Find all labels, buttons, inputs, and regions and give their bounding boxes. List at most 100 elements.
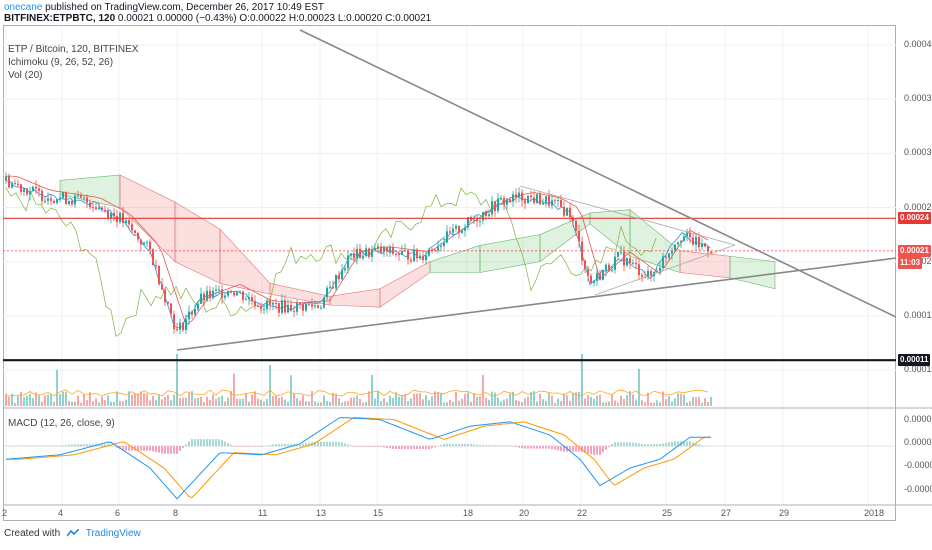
volume-bar — [461, 398, 463, 406]
volume-bar — [212, 394, 214, 406]
volume-bar — [683, 394, 685, 406]
ichimoku-legend[interactable]: Ichimoku (9, 26, 52, 26) — [8, 57, 114, 68]
vol-legend[interactable]: Vol (20) — [8, 70, 43, 81]
candle-body — [533, 197, 535, 203]
wedge-bottom — [594, 244, 736, 296]
volume-bar — [530, 391, 532, 406]
candle-body — [293, 310, 295, 312]
candle-body — [482, 211, 484, 221]
volume-bar — [659, 402, 661, 406]
macd-histogram-bar — [380, 446, 382, 448]
candle-body — [59, 197, 61, 200]
candle-body — [419, 255, 421, 259]
macd-histogram-bar — [164, 446, 166, 454]
candle-body — [494, 201, 496, 211]
macd-histogram-bar — [617, 442, 619, 447]
candle-body — [623, 251, 625, 266]
volume-bar — [458, 400, 460, 406]
author-link[interactable]: onecane — [4, 2, 43, 13]
candle-body — [140, 239, 142, 245]
volume-bar — [86, 399, 88, 406]
candle-body — [575, 220, 577, 231]
candle-body — [263, 309, 265, 311]
volume-bar — [104, 400, 106, 406]
volume-bar — [494, 392, 496, 406]
time-tick: 25 — [662, 508, 673, 518]
candle-body — [593, 280, 595, 283]
candle-body — [440, 245, 442, 247]
volume-bar — [65, 391, 67, 406]
macd-histogram-bar — [224, 441, 226, 447]
volume-bar — [299, 400, 301, 406]
macd-histogram-bar — [464, 443, 466, 447]
candle-body — [608, 264, 610, 271]
volume-bar — [194, 398, 196, 406]
macd-histogram-bar — [347, 444, 349, 447]
candle-body — [257, 306, 259, 308]
macd-legend[interactable]: MACD (12, 26, close, 9) — [8, 418, 115, 429]
volume-bar — [383, 398, 385, 406]
candle-body — [707, 246, 709, 252]
volume-bar — [440, 393, 442, 406]
candle-body — [521, 192, 523, 201]
chart-frame[interactable] — [3, 25, 896, 521]
macd-histogram-bar — [353, 446, 355, 447]
macd-histogram-bar — [260, 446, 262, 447]
candle-body — [86, 197, 88, 203]
volume-bar — [41, 401, 43, 406]
candle-body — [227, 291, 229, 296]
candle-body — [662, 256, 664, 268]
volume-bar — [38, 395, 40, 406]
macd-histogram-bar — [629, 442, 631, 447]
candle-body — [128, 220, 130, 225]
macd-histogram-bar — [194, 439, 196, 447]
candle-body — [665, 256, 667, 258]
candle-body — [242, 291, 244, 300]
volume-bar — [293, 393, 295, 406]
volume-bar — [704, 398, 706, 406]
chart-title-legend[interactable]: ETP / Bitcoin, 120, BITFINEX — [8, 44, 139, 55]
macd-histogram-bar — [434, 446, 436, 448]
volume-bar — [356, 395, 358, 406]
volume-bar — [74, 401, 76, 406]
candle-body — [611, 269, 613, 271]
time-tick: 18 — [463, 508, 474, 518]
candle-body — [74, 195, 76, 205]
candle-body — [377, 246, 379, 249]
volume-bar — [302, 395, 304, 406]
macd-histogram-bar — [599, 446, 601, 455]
macd-histogram-bar — [317, 441, 319, 447]
macd-histogram-bar — [662, 443, 664, 447]
candle-body — [251, 297, 253, 302]
macd-histogram-bar — [569, 446, 571, 452]
volume-bar — [185, 397, 187, 406]
candle-body — [347, 255, 349, 269]
volume-bar — [596, 395, 598, 406]
macd-histogram-bar — [242, 446, 244, 447]
candle-body — [584, 260, 586, 270]
candle-body — [296, 302, 298, 312]
macd-histogram-bar — [476, 444, 478, 447]
tradingview-brand[interactable]: TradingView — [85, 528, 141, 539]
candle-body — [89, 202, 91, 208]
volume-bar — [647, 392, 649, 406]
candle-body — [479, 220, 481, 222]
candle-body — [407, 250, 409, 260]
volume-bar — [632, 394, 634, 406]
candle-body — [617, 252, 619, 257]
volume-bar — [89, 392, 91, 406]
candle-body — [353, 253, 355, 259]
volume-bar — [587, 395, 589, 406]
candle-body — [158, 265, 160, 285]
time-tick: 29 — [779, 508, 790, 518]
candle-body — [47, 198, 49, 201]
macd-histogram-bar — [116, 446, 118, 448]
candle-body — [143, 242, 145, 245]
candle-body — [446, 231, 448, 243]
macd-histogram-bar — [392, 446, 394, 449]
candle-body — [455, 225, 457, 229]
macd-histogram-bar — [212, 439, 214, 447]
candle-body — [275, 302, 277, 304]
time-tick: 2018 — [864, 508, 885, 518]
